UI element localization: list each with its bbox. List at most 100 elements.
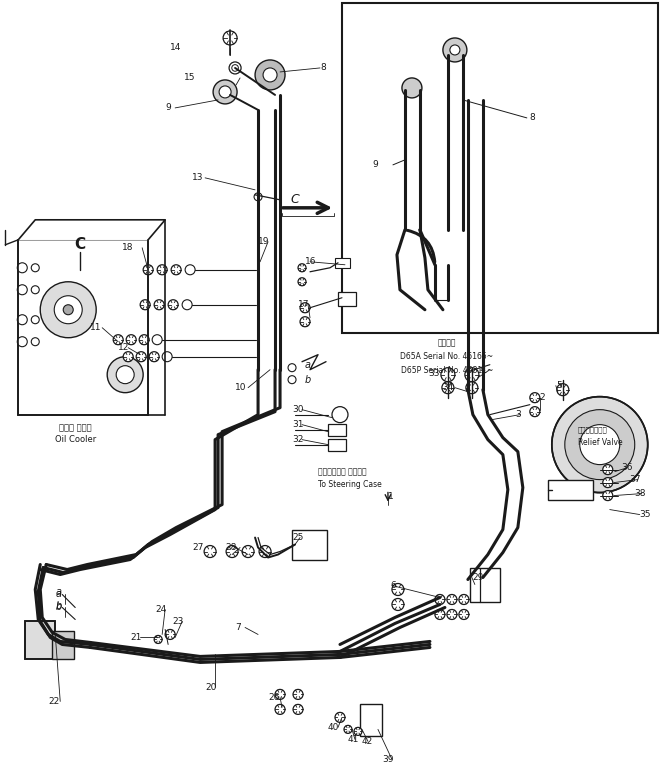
Circle shape <box>152 335 162 345</box>
Circle shape <box>31 286 39 294</box>
Circle shape <box>530 392 540 402</box>
Circle shape <box>165 630 175 640</box>
Text: a: a <box>55 590 61 600</box>
Text: 21: 21 <box>130 633 141 642</box>
Bar <box>25 621 55 659</box>
Circle shape <box>447 594 457 604</box>
Circle shape <box>136 352 146 362</box>
Text: 20: 20 <box>205 683 216 692</box>
Circle shape <box>149 352 159 362</box>
Circle shape <box>154 300 164 310</box>
Circle shape <box>182 300 192 310</box>
Circle shape <box>603 490 613 500</box>
Bar <box>335 258 350 268</box>
Circle shape <box>226 545 238 558</box>
Circle shape <box>204 545 216 558</box>
Circle shape <box>298 264 306 272</box>
Circle shape <box>116 366 134 384</box>
Circle shape <box>31 264 39 272</box>
Text: 29: 29 <box>472 573 483 582</box>
Circle shape <box>139 335 149 345</box>
Circle shape <box>293 689 303 699</box>
Text: a: a <box>305 360 311 369</box>
Circle shape <box>459 610 469 620</box>
Bar <box>25 621 55 659</box>
Circle shape <box>263 68 277 82</box>
Circle shape <box>441 368 455 382</box>
Bar <box>342 3 658 333</box>
Circle shape <box>113 335 124 345</box>
Text: 12: 12 <box>118 343 129 352</box>
Text: 35: 35 <box>639 510 651 519</box>
Text: 2: 2 <box>540 393 545 402</box>
Circle shape <box>552 397 647 493</box>
Circle shape <box>232 65 238 71</box>
Circle shape <box>466 382 478 394</box>
Text: 42: 42 <box>362 737 373 746</box>
Text: D65P Serial No. 45311~: D65P Serial No. 45311~ <box>400 366 493 375</box>
Text: 34: 34 <box>442 383 454 392</box>
Circle shape <box>354 728 362 735</box>
Text: 41: 41 <box>348 735 359 744</box>
Circle shape <box>255 60 285 90</box>
Text: 31: 31 <box>292 420 303 429</box>
Bar <box>360 705 382 737</box>
Text: b: b <box>55 601 62 611</box>
Text: 38: 38 <box>635 489 646 498</box>
Circle shape <box>31 316 39 324</box>
Text: ステアリング ケースへ: ステアリング ケースへ <box>318 467 367 476</box>
Circle shape <box>293 705 303 715</box>
Text: 28: 28 <box>225 543 236 552</box>
Bar <box>292 529 327 559</box>
Circle shape <box>435 610 445 620</box>
Text: Relief Valve: Relief Valve <box>578 438 622 447</box>
Text: 33: 33 <box>428 369 440 378</box>
Circle shape <box>259 545 271 558</box>
Text: 25: 25 <box>292 533 303 542</box>
Circle shape <box>242 545 254 558</box>
Circle shape <box>219 86 231 98</box>
Circle shape <box>140 300 150 310</box>
Text: 14: 14 <box>170 44 181 53</box>
Text: 36: 36 <box>622 463 633 472</box>
Text: 40: 40 <box>328 723 339 732</box>
Circle shape <box>107 356 143 392</box>
Circle shape <box>213 80 237 104</box>
Text: 5: 5 <box>556 381 562 390</box>
Circle shape <box>580 425 620 464</box>
Circle shape <box>126 335 136 345</box>
Text: オイル クーラ: オイル クーラ <box>59 423 92 432</box>
Bar <box>328 424 346 435</box>
Circle shape <box>223 31 237 45</box>
Circle shape <box>459 594 469 604</box>
Text: 适用号機: 适用号機 <box>438 338 456 347</box>
Circle shape <box>443 38 467 62</box>
Text: b: b <box>55 603 62 613</box>
Circle shape <box>275 705 285 715</box>
Circle shape <box>168 300 178 310</box>
Text: 3: 3 <box>515 410 521 419</box>
Text: リリーフバルブ: リリーフバルブ <box>578 426 608 433</box>
Circle shape <box>17 314 27 324</box>
Circle shape <box>435 594 445 604</box>
Circle shape <box>335 712 345 722</box>
Circle shape <box>17 285 27 295</box>
Circle shape <box>465 368 479 382</box>
Text: 22: 22 <box>48 697 60 706</box>
Circle shape <box>54 296 82 324</box>
Polygon shape <box>19 220 165 239</box>
Circle shape <box>603 464 613 474</box>
Text: 10: 10 <box>235 383 246 392</box>
Circle shape <box>31 337 39 346</box>
Circle shape <box>392 584 404 595</box>
Circle shape <box>154 636 162 643</box>
Circle shape <box>254 193 262 201</box>
Text: 24: 24 <box>155 605 167 614</box>
Bar <box>548 480 593 500</box>
Bar <box>52 631 74 659</box>
Circle shape <box>300 303 310 313</box>
Text: 15: 15 <box>184 73 196 83</box>
Circle shape <box>288 376 296 384</box>
Circle shape <box>557 384 569 396</box>
Text: 9: 9 <box>165 103 171 112</box>
